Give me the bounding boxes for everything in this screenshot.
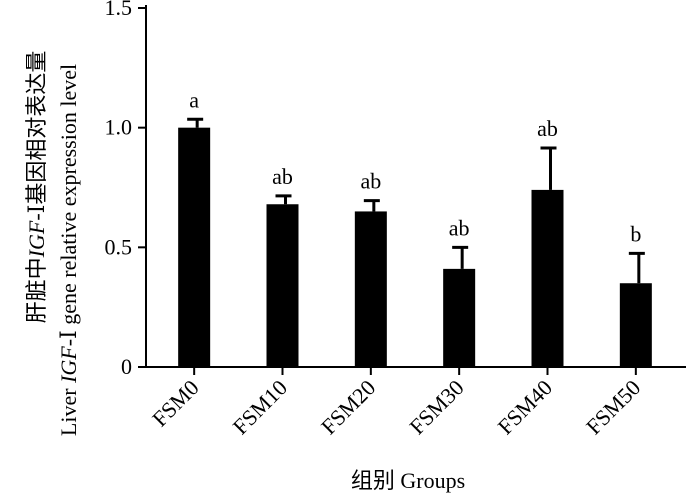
significance-label: ab [360, 169, 381, 194]
significance-label: ab [537, 116, 558, 141]
x-tick-label: FSM30 [404, 375, 468, 439]
significance-label: ab [449, 215, 470, 240]
bar [354, 211, 387, 367]
x-tick-labels: FSM0 FSM10 FSM20 FSM30 FSM40 FSM50 [147, 367, 645, 439]
y-tick-label: 1.5 [105, 0, 133, 20]
y-tick-label: 0 [121, 354, 132, 379]
y-tick-label: 1.0 [105, 115, 133, 140]
y-axis-title-cn: 肝脏中IGF-Ⅰ基因相对表达量 [24, 51, 49, 324]
bars: a ab ab ab ab b [178, 87, 652, 368]
x-tick-label: FSM0 [147, 375, 204, 432]
significance-label: b [630, 221, 641, 246]
y-tick-label: 0.5 [105, 234, 133, 259]
bar [531, 189, 564, 367]
y-axis-title-en-part2: Ⅰ gene relative expression level [56, 64, 81, 339]
bar [619, 283, 652, 367]
y-axis-title-cn-part1: 肝脏中 [24, 257, 49, 323]
axes [145, 5, 686, 368]
bar [443, 268, 476, 367]
y-ticks: 0 0.5 1.0 1.5 [105, 0, 146, 379]
significance-label: ab [272, 164, 293, 189]
x-tick-label: FSM20 [316, 375, 380, 439]
y-axis-title-en-part1: Liver [56, 383, 81, 436]
y-axis-title-en-italic: IGF- [56, 339, 81, 384]
y-axis-title-en: Liver IGF-Ⅰ gene relative expression lev… [56, 64, 81, 436]
y-axis-title-cn-italic: IGF- [24, 213, 49, 258]
significance-label: a [189, 87, 199, 112]
x-tick-label: FSM40 [493, 375, 557, 439]
bar [178, 127, 211, 368]
y-axis-title-cn-part2: Ⅰ基因相对表达量 [24, 51, 49, 214]
x-axis-title: 组别 Groups [351, 468, 465, 493]
x-tick-label: FSM10 [228, 375, 292, 439]
x-tick-label: FSM50 [581, 375, 645, 439]
bar [266, 204, 299, 367]
